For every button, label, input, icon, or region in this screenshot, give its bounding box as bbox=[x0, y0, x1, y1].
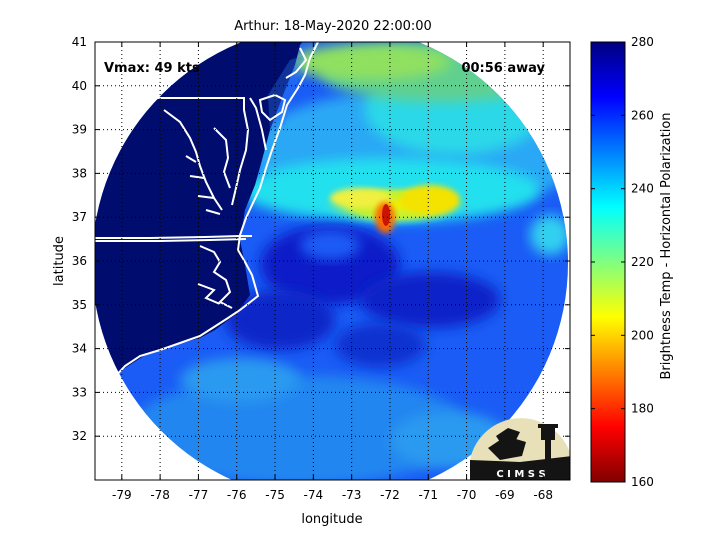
y-tick-label-6: 38 bbox=[72, 166, 87, 180]
logo-text: C I M S S bbox=[496, 469, 545, 480]
y-tick-label-1: 33 bbox=[72, 385, 87, 399]
colorbar-tick-label-0: 160 bbox=[631, 475, 654, 489]
y-tick-label-3: 35 bbox=[72, 298, 87, 312]
y-tick-label-9: 41 bbox=[72, 35, 87, 49]
colorbar-tick-label-4: 240 bbox=[631, 182, 654, 196]
x-tick-label-5: -74 bbox=[304, 488, 324, 502]
y-tick-label-4: 36 bbox=[72, 254, 87, 268]
y-tick-label-2: 34 bbox=[72, 342, 87, 356]
map-area: C I M S S bbox=[95, 42, 570, 480]
coastlines bbox=[95, 42, 319, 393]
x-tick-label-7: -72 bbox=[380, 488, 400, 502]
y-tick-label-5: 37 bbox=[72, 210, 87, 224]
colorbar bbox=[590, 41, 626, 483]
time-away-label: 00:56 away bbox=[461, 61, 545, 76]
cimss-logo: C I M S S bbox=[470, 418, 570, 480]
y-tick-label-7: 39 bbox=[72, 123, 87, 137]
y-tick-label-0: 32 bbox=[72, 429, 87, 443]
x-axis-label: longitude bbox=[301, 512, 362, 527]
vmax-label: Vmax: 49 kts bbox=[104, 61, 200, 76]
x-axis-ticks: -79 -78 -77 -76 -75 -74 -73 -72 -71 -70 -69 -68 bbox=[112, 42, 553, 502]
y-tick-label-8: 40 bbox=[72, 79, 87, 93]
colorbar-tick-label-6: 280 bbox=[631, 35, 654, 49]
colorbar-ticks: 160 180 200 220 240 260 280 bbox=[591, 35, 654, 489]
x-tick-label-11: -68 bbox=[533, 488, 553, 502]
x-tick-label-10: -69 bbox=[495, 488, 515, 502]
x-tick-label-8: -71 bbox=[418, 488, 438, 502]
y-axis-ticks: 32 33 34 35 36 37 38 39 40 41 bbox=[72, 35, 570, 443]
colorbar-tick-label-3: 220 bbox=[631, 255, 654, 269]
x-tick-label-0: -79 bbox=[112, 488, 132, 502]
x-tick-label-9: -70 bbox=[457, 488, 477, 502]
figure-title: Arthur: 18-May-2020 22:00:00 bbox=[234, 19, 432, 34]
x-tick-label-4: -75 bbox=[265, 488, 285, 502]
x-tick-label-2: -77 bbox=[189, 488, 209, 502]
x-tick-label-3: -76 bbox=[227, 488, 247, 502]
x-tick-label-6: -73 bbox=[342, 488, 362, 502]
y-axis-label: latitude bbox=[52, 236, 67, 286]
x-tick-label-1: -78 bbox=[150, 488, 170, 502]
colorbar-tick-label-5: 260 bbox=[631, 108, 654, 122]
colorbar-tick-label-1: 180 bbox=[631, 402, 654, 416]
colorbar-label: Brightness Temp - Horizontal Polarizatio… bbox=[659, 112, 674, 379]
colorbar-tick-label-2: 200 bbox=[631, 328, 654, 342]
